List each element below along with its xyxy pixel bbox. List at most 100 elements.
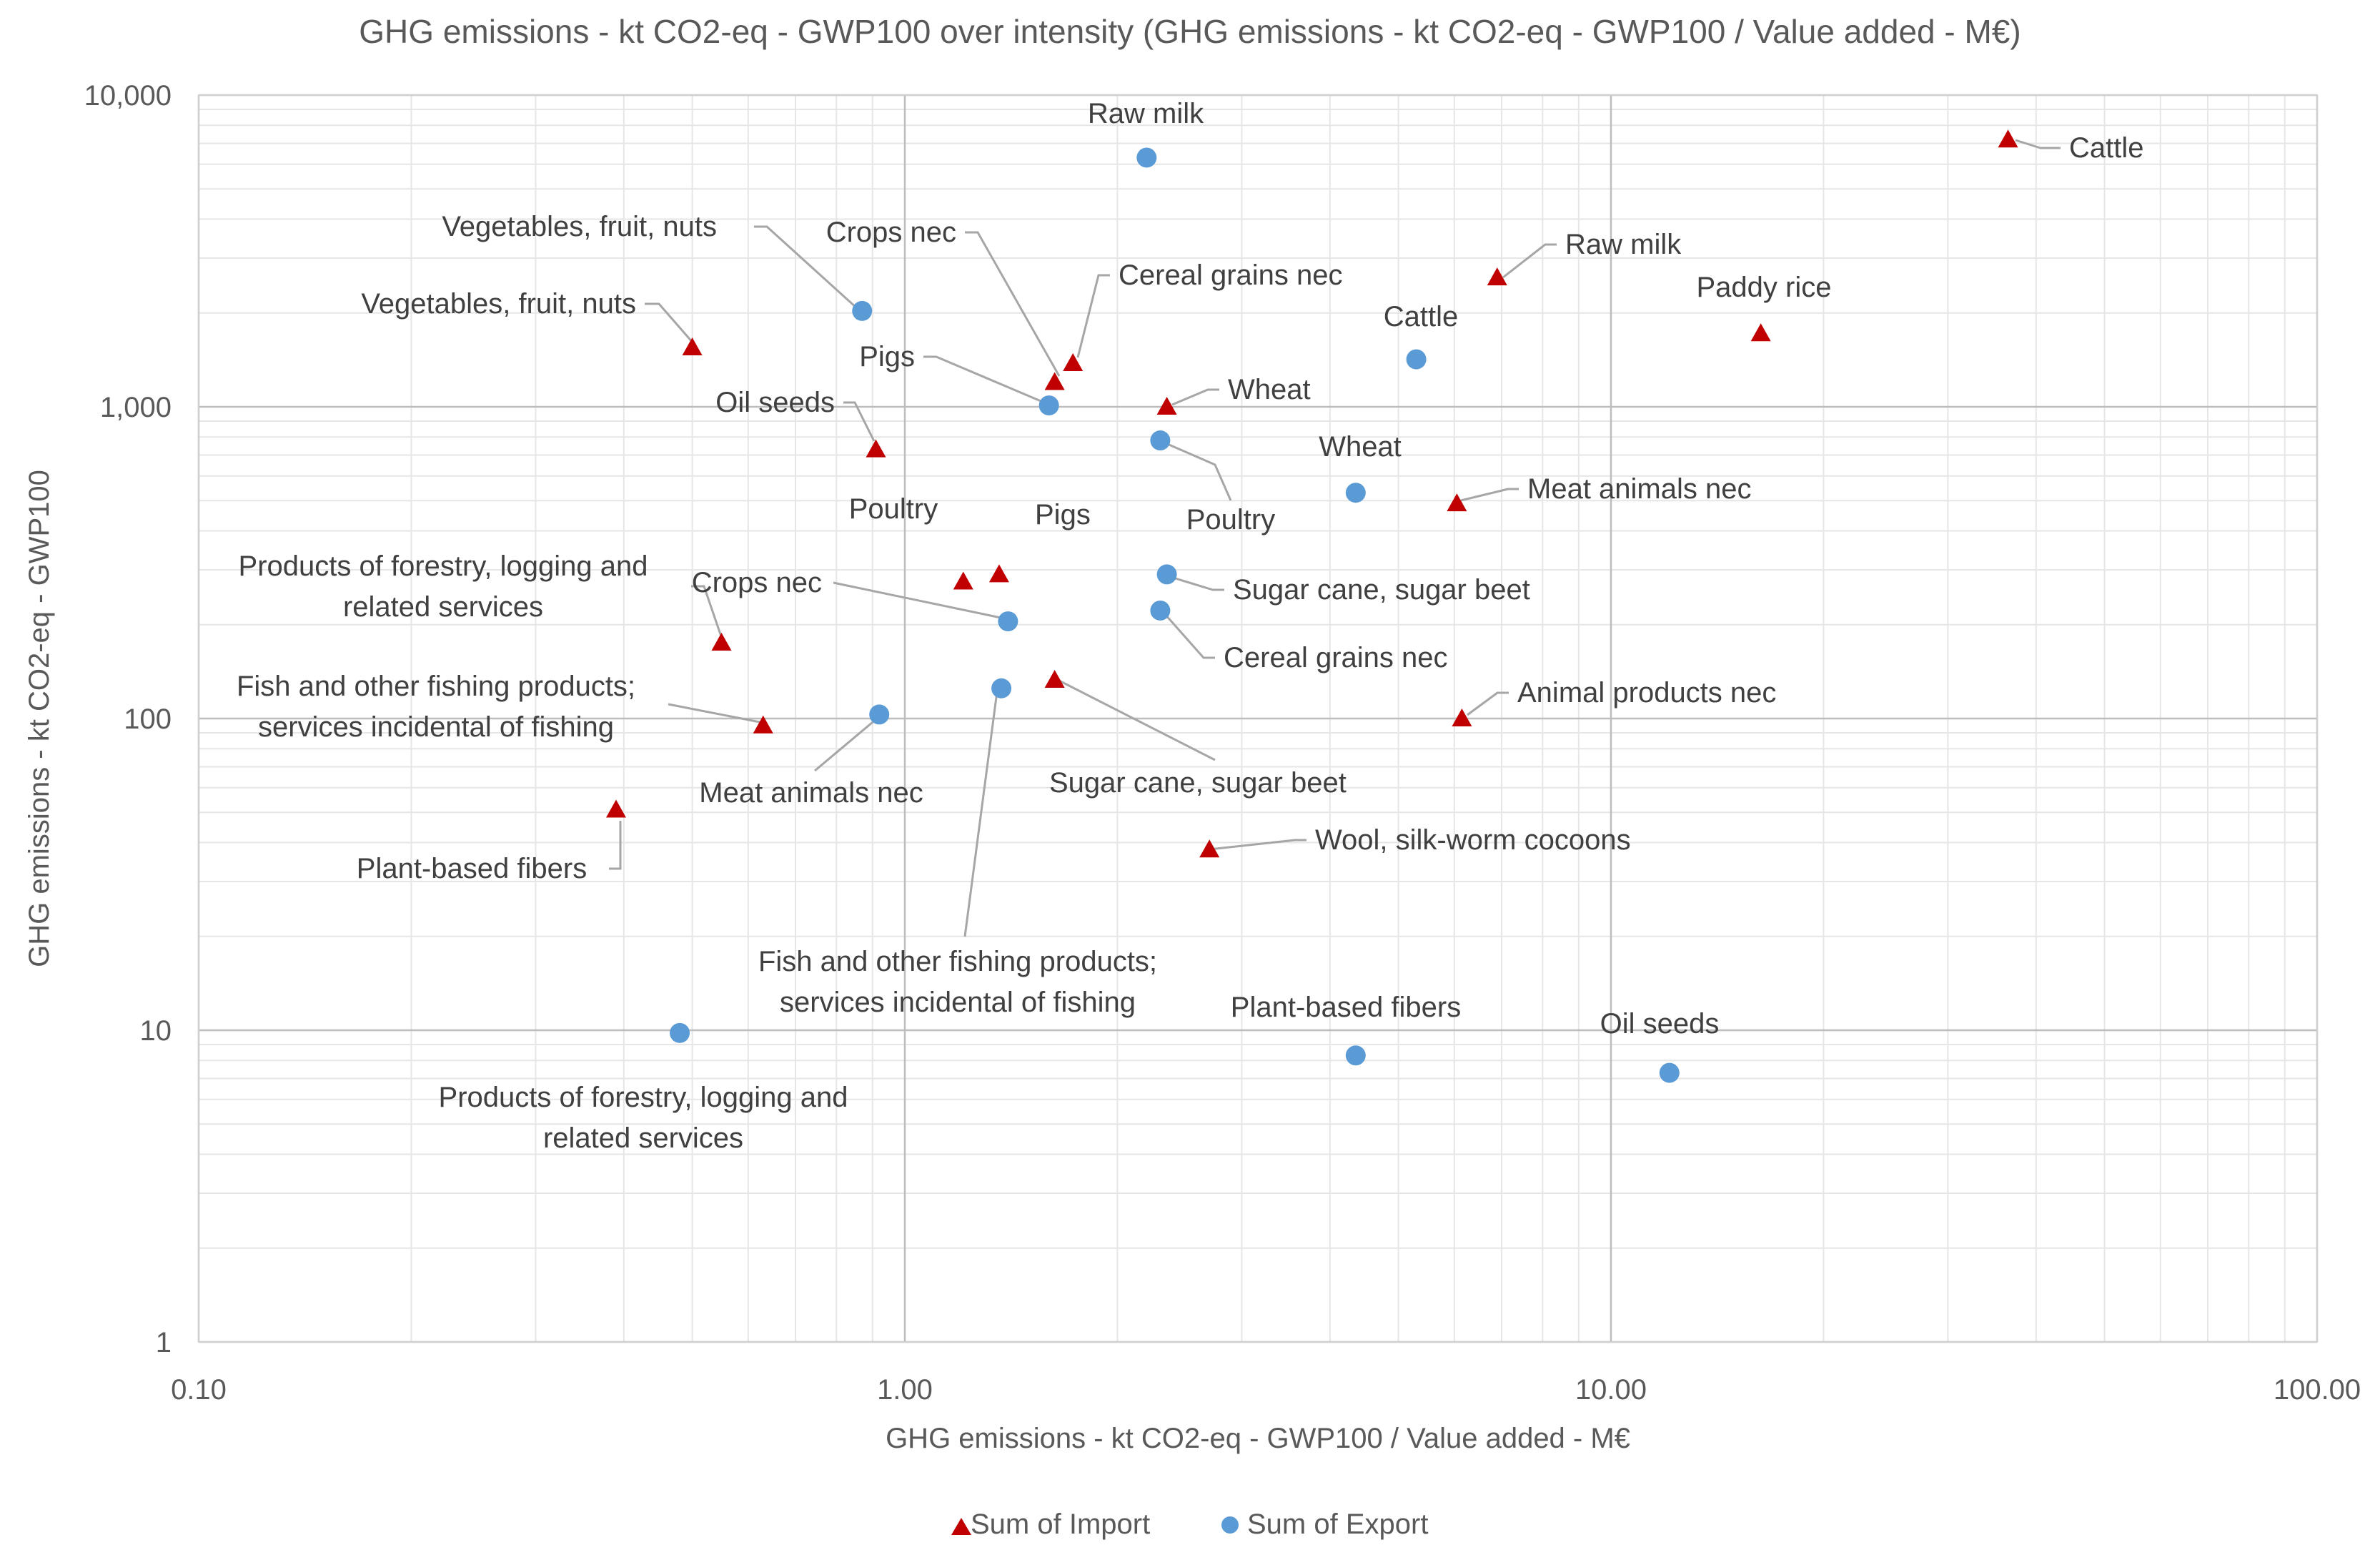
import-point-marker [1998,129,2018,148]
import-point-marker [988,564,1009,583]
leader-line [609,821,622,870]
leader-line [668,703,760,724]
leader-line [1460,488,1519,502]
export-point-marker [1136,147,1157,168]
leader-line [691,585,723,639]
point-label: Cereal grains nec [1224,642,1448,673]
x-tick-label: 10.00 [1575,1374,1647,1406]
leader-line [754,225,859,310]
point-label: Fish and other fishing products; services… [758,946,1157,1018]
x-tick-label: 0.10 [171,1374,227,1406]
x-tick-label: 1.00 [877,1374,933,1406]
import-point-marker [1044,670,1065,688]
leader-line [1467,691,1509,716]
point-label: Paddy rice [1697,272,1832,303]
leader-line [2015,139,2061,149]
export-point-marker [1345,483,1366,503]
leader-line [1171,388,1219,406]
leader-line [923,355,1050,406]
legend-import-marker [951,1518,971,1535]
leader-line [1158,607,1215,659]
y-tick-label: 1,000 [100,392,172,423]
point-label: Crops nec [692,567,822,598]
point-label: Raw milk [1088,98,1204,129]
y-tick-label: 1 [156,1327,172,1358]
leader-line [965,231,1061,377]
leader-line [1163,573,1224,591]
export-point-marker [852,300,873,321]
point-labels: Cattle Raw milk Paddy rice Vegetables, frui… [237,98,2144,1154]
leader-line [1159,439,1232,501]
leader-line [1056,678,1216,761]
import-point-marker [605,799,626,818]
y-tick-label: 10,000 [84,80,172,112]
import-point-marker [1447,493,1467,512]
point-label: Wheat [1319,431,1402,463]
import-point-marker [1063,353,1084,372]
legend-export-marker [1221,1516,1239,1534]
point-label: Crops nec [826,217,956,248]
axis-ticks: 0.10 1.00 10.00 100.00 1 10 100 1,000 10,000 [84,80,2361,1406]
export-point-marker [1156,564,1177,585]
leader-line [1076,274,1110,358]
export-point-marker [1659,1062,1680,1083]
export-point-marker [670,1022,690,1043]
point-label: Cattle [2069,132,2144,164]
export-point-marker [1150,600,1171,621]
point-label: Meat animals nec [1527,473,1751,505]
import-point-marker [866,439,886,458]
data-markers [605,129,2018,1083]
point-label: Oil seeds [1600,1008,1720,1040]
import-point-marker [682,337,703,356]
point-label: Vegetables, fruit, nuts [442,211,717,242]
point-label: Wool, silk-worm cocoons [1315,824,1631,856]
import-point-marker [1156,397,1177,415]
point-label: Raw milk [1565,229,1682,260]
import-point-marker [711,633,732,651]
y-axis-title: GHG emissions - kt CO2-eq - GWP100 [24,470,55,967]
leader-line [645,302,695,344]
point-label: Poultry [1186,504,1276,535]
point-label: Products of forestry, logging and related… [239,551,648,623]
import-point-marker [1750,323,1771,342]
point-label: Meat animals nec [699,777,923,809]
import-point-marker [1452,709,1472,726]
leader-line [1209,839,1306,851]
point-label: Pigs [859,341,915,372]
point-label: Pigs [1035,499,1091,530]
legend-export-label: Sum of Export [1247,1509,1428,1540]
y-tick-label: 100 [124,704,172,735]
export-point-marker [1150,430,1171,451]
export-point-marker [869,704,890,725]
leader-line [814,714,882,772]
import-point-marker [1199,839,1220,858]
point-label: Products of forestry, logging and related… [439,1082,848,1154]
import-point-marker [953,571,973,590]
leader-lines [609,139,2061,937]
leader-line [1502,243,1557,279]
x-axis-title: GHG emissions - kt CO2-eq - GWP100 / Val… [886,1423,1630,1454]
import-point-marker [1487,267,1507,286]
legend: Sum of Import Sum of Export [951,1509,1428,1540]
point-label: Plant-based fibers [1231,992,1461,1023]
point-label: Animal products nec [1517,677,1776,709]
leader-line [963,686,999,937]
export-point-marker [1038,395,1059,416]
point-label: Oil seeds [715,387,835,418]
export-point-marker [991,678,1012,699]
export-point-marker [1406,349,1427,370]
leader-line [833,581,1001,619]
point-label: Sugar cane, sugar beet [1233,574,1530,606]
export-point-marker [998,611,1018,632]
leader-line [843,401,876,442]
point-label: Vegetables, fruit, nuts [361,288,636,320]
plot-area [198,94,2318,1343]
point-label: Wheat [1228,374,1311,405]
point-label: Fish and other fishing products; services… [237,671,635,743]
point-label: Plant-based fibers [357,853,587,884]
export-point-marker [1345,1045,1366,1066]
point-label: Sugar cane, sugar beet [1049,767,1347,799]
y-tick-label: 10 [140,1015,172,1047]
point-label: Poultry [849,493,938,525]
